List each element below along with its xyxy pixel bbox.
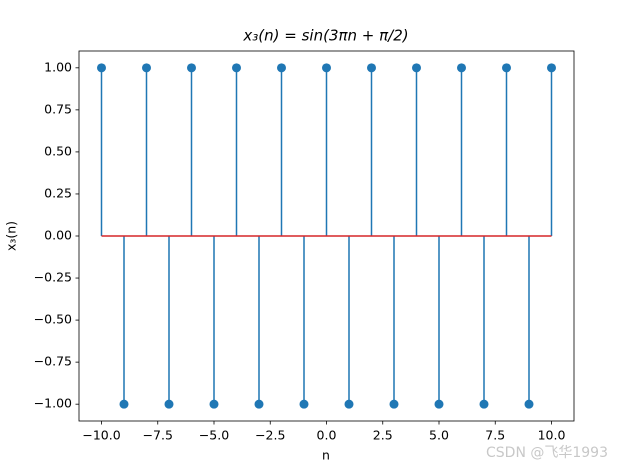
stem-marker [299, 399, 309, 409]
stem-marker [164, 399, 174, 409]
stem-marker [524, 399, 534, 409]
y-tick-label: −0.25 [34, 270, 72, 285]
y-tick-label: −1.00 [34, 396, 72, 411]
stem-marker [142, 63, 151, 73]
x-tick-label: 10.0 [538, 428, 566, 443]
x-tick-label: 2.5 [373, 428, 393, 443]
y-tick-label: 0.00 [44, 228, 72, 243]
x-tick-label: −7.5 [143, 428, 173, 443]
x-tick-label: 5.0 [429, 428, 449, 443]
stem-marker [479, 399, 489, 409]
stem-marker [502, 63, 511, 73]
stem-marker [254, 399, 264, 409]
stem-marker [232, 63, 241, 73]
y-tick-label: −0.75 [34, 354, 72, 369]
chart-title: x₃(n) = sin(3πn + π/2) [242, 27, 408, 45]
stem-marker [547, 63, 556, 73]
x-tick-label: −10.0 [82, 428, 120, 443]
x-tick-label: −5.0 [199, 428, 229, 443]
stem-marker [97, 63, 106, 73]
stem-marker [277, 63, 286, 73]
stem-marker [389, 399, 399, 409]
stem-marker [119, 399, 129, 409]
stem-marker [344, 399, 354, 409]
y-tick-label: 0.25 [44, 185, 72, 200]
stem-marker [322, 63, 331, 73]
y-tick-label: −0.50 [34, 312, 72, 327]
watermark: CSDN @飞华1993 [486, 445, 608, 461]
x-tick-label: 7.5 [485, 428, 505, 443]
y-tick-label: 0.75 [44, 101, 72, 116]
y-tick-label: 0.50 [44, 143, 72, 158]
x-tick-label: 0.0 [317, 428, 337, 443]
stem-marker [434, 399, 444, 409]
stem-marker [457, 63, 466, 73]
axes-frame [78, 50, 575, 422]
stem-marker [412, 63, 421, 73]
stem-marker [367, 63, 376, 73]
stem-marker [187, 63, 196, 73]
y-tick-label: 1.00 [44, 59, 72, 74]
x-tick-label: −2.5 [255, 428, 285, 443]
x-axis-label: n [322, 448, 330, 463]
y-axis-label: x₃(n) [4, 221, 19, 251]
stem-marker [209, 399, 219, 409]
